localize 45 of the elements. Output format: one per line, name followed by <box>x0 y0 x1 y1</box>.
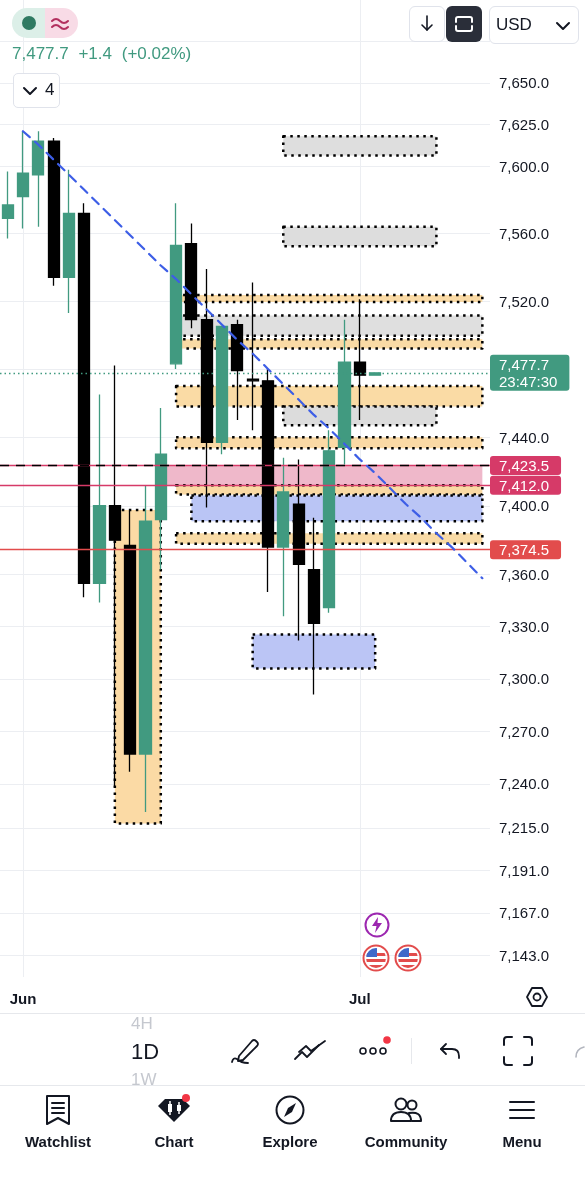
x-tick-label: Jun <box>9 990 37 1007</box>
text: Explore <box>261 1133 319 1151</box>
text: 1W <box>131 1070 157 1090</box>
y-tick-label: 7,240.0 <box>499 775 550 793</box>
candlestick <box>154 407 168 571</box>
y-tick-label: 7,191.0 <box>499 861 550 879</box>
candlestick <box>62 169 76 314</box>
text: Menu <box>501 1133 543 1151</box>
annotation: 7,477.7 +1.4 (+0.02%) <box>12 44 192 64</box>
text: 4H <box>131 1014 153 1034</box>
ref-line-label: 7,423.5 <box>499 456 550 474</box>
ref-line-label: 7,374.5 <box>499 541 550 559</box>
candlestick <box>1 170 15 240</box>
collapse-button: 4 <box>13 73 60 108</box>
ref-line-label: 7,412.0 <box>499 476 550 494</box>
candlestick <box>276 457 290 617</box>
y-tick-label: 7,270.0 <box>499 722 550 740</box>
candlestick <box>92 393 107 604</box>
y-tick-label: 7,143.0 <box>499 947 550 965</box>
y-tick-label: 7,300.0 <box>499 670 550 688</box>
y-tick-label: 7,360.0 <box>499 566 550 584</box>
candlestick <box>47 137 61 287</box>
y-tick-label: 7,625.0 <box>499 116 550 134</box>
y-tick-label: 7,650.0 <box>499 74 550 92</box>
text: Chart <box>153 1133 195 1151</box>
ref-line-label: 7,477.7 23:47:30 <box>499 355 558 390</box>
y-tick-label: 7,600.0 <box>499 157 550 175</box>
annotation: 4 <box>45 80 55 100</box>
candlestick <box>169 202 183 370</box>
line-series <box>21 130 484 580</box>
candlestick <box>31 130 45 228</box>
y-tick-label: 7,400.0 <box>499 497 550 515</box>
candlestick <box>16 130 30 230</box>
currency-dropdown: USD <box>489 6 579 44</box>
y-tick-label: 7,560.0 <box>499 225 550 243</box>
x-tick-label: Jul <box>349 990 371 1007</box>
y-tick-label: 7,215.0 <box>499 819 550 837</box>
text: Watchlist <box>23 1133 93 1151</box>
y-tick-label: 7,440.0 <box>499 428 550 446</box>
y-tick-label: 7,520.0 <box>499 292 550 310</box>
text: 1D <box>131 1039 160 1065</box>
y-tick-label: 7,330.0 <box>499 618 550 636</box>
text: Community <box>363 1133 449 1151</box>
y-tick-label: 7,167.0 <box>499 904 550 922</box>
candlestick <box>322 429 336 614</box>
